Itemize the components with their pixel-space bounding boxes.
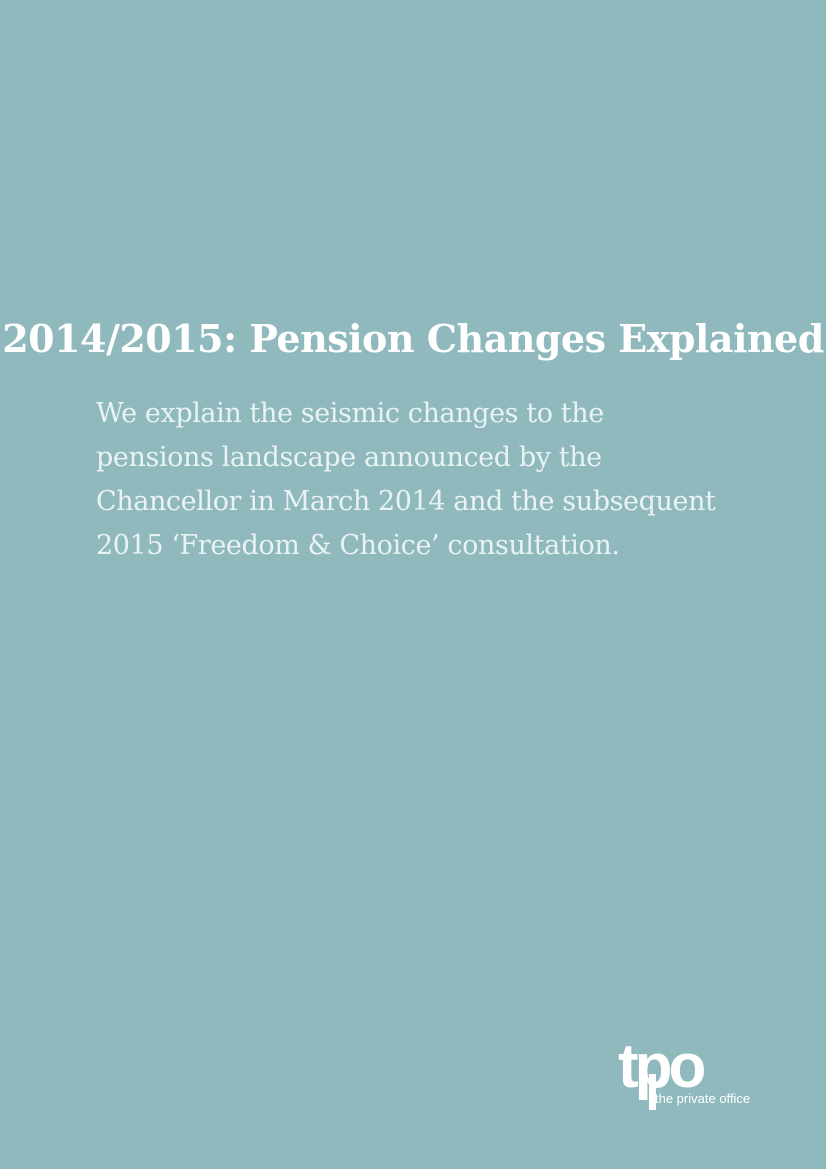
document-title: 2014/2015: Pension Changes Explained: [2, 316, 824, 362]
intro-paragraph: We explain the seismic changes to the pe…: [96, 392, 796, 568]
logo-stem: [649, 1074, 656, 1110]
logo-mark: tpo: [618, 1032, 706, 1101]
intro-line: 2015 ‘Freedom & Choice’ consultation.: [96, 530, 620, 561]
intro-line: We explain the seismic changes to the: [96, 398, 604, 429]
logo-tagline: the private office: [655, 1091, 751, 1106]
intro-line: Chancellor in March 2014 and the subsequ…: [96, 486, 716, 517]
tpo-logo: tpo the private office: [618, 1036, 778, 1116]
intro-line: pensions landscape announced by the: [96, 442, 602, 473]
